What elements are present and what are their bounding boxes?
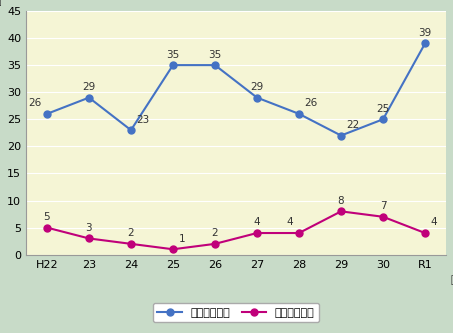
- 道路トンネル: [254, 96, 260, 100]
- Text: 4: 4: [254, 217, 260, 227]
- Text: 3: 3: [86, 223, 92, 233]
- 鉄道トンネル: [170, 247, 176, 251]
- Text: 35: 35: [208, 50, 222, 60]
- 鉄道トンネル: [254, 231, 260, 235]
- Text: 29: 29: [251, 82, 264, 92]
- Text: 2: 2: [212, 228, 218, 238]
- 道路トンネル: [86, 96, 92, 100]
- Text: 8: 8: [338, 196, 344, 206]
- 道路トンネル: [381, 117, 386, 121]
- Text: 26: 26: [28, 98, 41, 108]
- Text: （件数）: （件数）: [0, 0, 2, 6]
- Text: 1: 1: [178, 234, 185, 244]
- Text: 2: 2: [128, 228, 134, 238]
- 鉄道トンネル: [128, 242, 134, 246]
- 道路トンネル: [212, 63, 218, 67]
- 道路トンネル: [296, 112, 302, 116]
- 鉄道トンネル: [44, 225, 50, 229]
- 道路トンネル: [170, 63, 176, 67]
- Line: 鉄道トンネル: 鉄道トンネル: [43, 208, 429, 253]
- Legend: 道路トンネル, 鉄道トンネル: 道路トンネル, 鉄道トンネル: [153, 303, 319, 322]
- 道路トンネル: [44, 112, 50, 116]
- 道路トンネル: [128, 128, 134, 132]
- Text: 35: 35: [166, 50, 179, 60]
- Text: （年）: （年）: [450, 275, 453, 285]
- 道路トンネル: [338, 134, 344, 138]
- Text: 22: 22: [347, 120, 360, 130]
- Line: 道路トンネル: 道路トンネル: [43, 40, 429, 139]
- Text: 39: 39: [419, 28, 432, 38]
- Text: 25: 25: [376, 104, 390, 114]
- 鉄道トンネル: [86, 236, 92, 240]
- 道路トンネル: [422, 41, 428, 45]
- 鉄道トンネル: [422, 231, 428, 235]
- Text: 26: 26: [304, 98, 318, 108]
- Text: 23: 23: [136, 115, 150, 125]
- Text: 4: 4: [431, 217, 437, 227]
- 鉄道トンネル: [338, 209, 344, 213]
- Text: 29: 29: [82, 82, 96, 92]
- Text: 4: 4: [287, 217, 294, 227]
- Text: 5: 5: [43, 212, 50, 222]
- 鉄道トンネル: [212, 242, 218, 246]
- 鉄道トンネル: [296, 231, 302, 235]
- Text: 7: 7: [380, 201, 386, 211]
- 鉄道トンネル: [381, 215, 386, 219]
